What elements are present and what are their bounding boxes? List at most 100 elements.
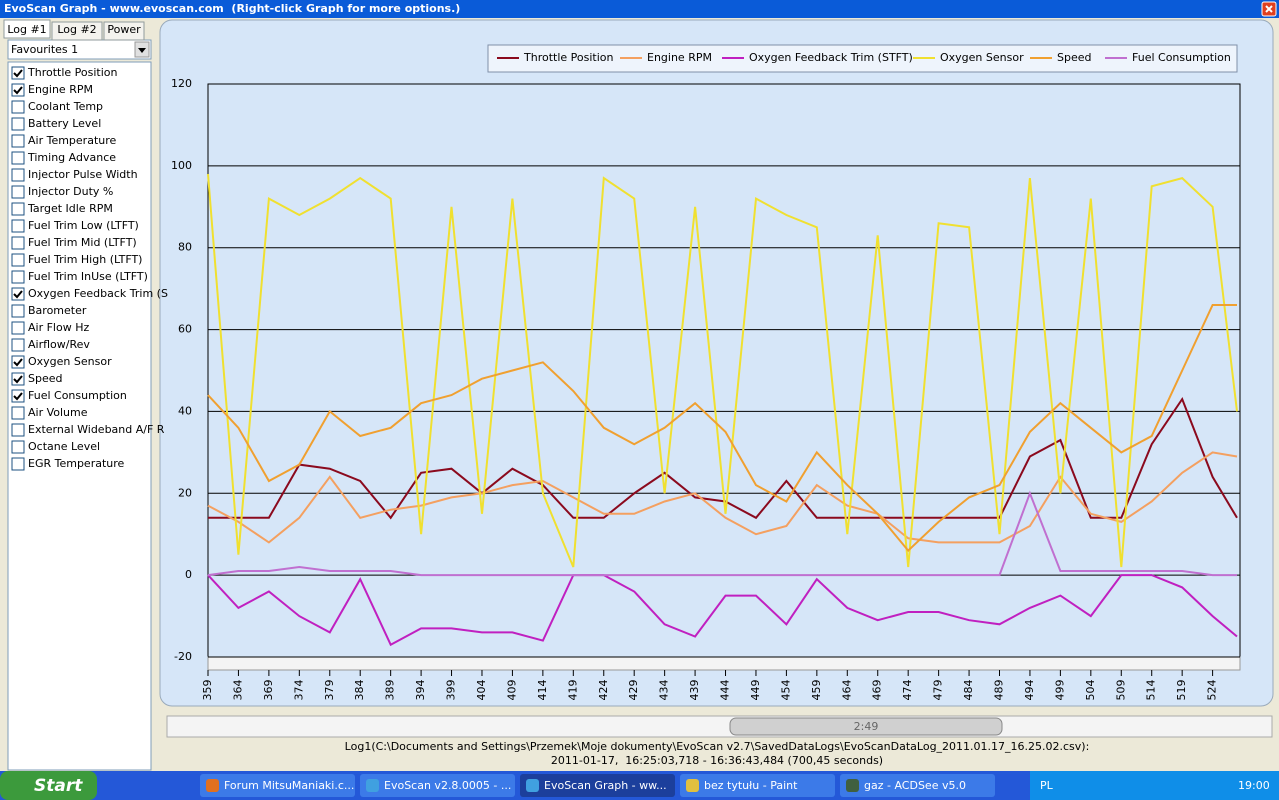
x-tick-label: 519 <box>1175 680 1188 701</box>
checkbox[interactable] <box>11 253 25 267</box>
parameter-label[interactable]: Battery Level <box>28 117 101 130</box>
y-tick-label: 20 <box>178 486 192 499</box>
x-tick-label: 474 <box>901 680 914 701</box>
taskbar-button[interactable] <box>840 774 995 797</box>
parameter-label[interactable]: Speed <box>28 372 62 385</box>
chart-scrollbar[interactable] <box>207 656 1241 671</box>
checkbox[interactable] <box>11 151 25 165</box>
y-tick-label: 0 <box>185 568 192 581</box>
parameter-label[interactable]: Target Idle RPM <box>27 202 113 215</box>
parameter-label[interactable]: Fuel Trim Mid (LTFT) <box>28 236 137 249</box>
check-mark <box>13 86 23 95</box>
checkbox[interactable] <box>11 117 25 131</box>
time-scroll-thumb[interactable] <box>729 717 1003 736</box>
tab[interactable] <box>103 21 145 41</box>
checkbox[interactable] <box>11 202 25 216</box>
checkbox[interactable] <box>11 321 25 335</box>
parameter-label[interactable]: Octane Level <box>28 440 100 453</box>
tab-label: Power <box>107 23 141 36</box>
taskbar-button[interactable] <box>520 774 675 797</box>
checkbox[interactable] <box>11 457 25 471</box>
checkbox[interactable] <box>11 338 25 352</box>
checkbox[interactable] <box>11 66 25 80</box>
parameter-label[interactable]: Injector Pulse Width <box>28 168 138 181</box>
parameter-label[interactable]: Barometer <box>28 304 87 317</box>
taskbar-icon <box>206 779 219 792</box>
check-mark <box>13 375 23 384</box>
x-tick-label: 444 <box>719 680 732 701</box>
tab[interactable] <box>51 21 103 41</box>
checkbox[interactable] <box>11 219 25 233</box>
y-tick-label: 40 <box>178 404 192 417</box>
tab-label: Log #1 <box>7 23 46 36</box>
x-tick-label: 424 <box>597 680 610 701</box>
parameter-label[interactable]: Air Flow Hz <box>28 321 89 334</box>
parameter-label[interactable]: Timing Advance <box>27 151 116 164</box>
parameter-label[interactable]: Airflow/Rev <box>28 338 90 351</box>
close-icon <box>1265 5 1273 13</box>
checkbox[interactable] <box>11 423 25 437</box>
checkbox[interactable] <box>11 83 25 97</box>
dropdown-arrow <box>138 48 146 53</box>
checkbox[interactable] <box>11 168 25 182</box>
checkbox[interactable] <box>11 440 25 454</box>
parameter-label[interactable]: Injector Duty % <box>28 185 113 198</box>
series-line <box>207 490 1237 577</box>
parameter-label[interactable]: Air Volume <box>28 406 88 419</box>
taskbar-label: bez tytułu - Paint <box>704 779 798 792</box>
checkbox[interactable] <box>11 134 25 148</box>
tab[interactable] <box>3 19 51 39</box>
parameter-label[interactable]: Oxygen Feedback Trim (S <box>28 287 168 300</box>
parameter-label[interactable]: EGR Temperature <box>28 457 125 470</box>
taskbar-button[interactable] <box>680 774 835 797</box>
checkbox[interactable] <box>11 185 25 199</box>
legend-label: Fuel Consumption <box>1132 51 1231 64</box>
checkbox[interactable] <box>11 304 25 318</box>
checkbox[interactable] <box>11 389 25 403</box>
x-tick-label: 379 <box>323 680 336 701</box>
y-tick-label: 60 <box>178 323 192 336</box>
checkbox[interactable] <box>11 406 25 420</box>
taskbar-icon <box>686 779 699 792</box>
parameter-label[interactable]: Oxygen Sensor <box>28 355 112 368</box>
taskbar-label: EvoScan Graph - ww... <box>544 779 667 792</box>
check-mark <box>13 290 23 299</box>
x-tick-label: 419 <box>566 680 579 701</box>
parameter-label[interactable]: Fuel Trim Low (LTFT) <box>28 219 139 232</box>
x-tick-label: 389 <box>384 680 397 701</box>
x-tick-label: 384 <box>353 680 366 701</box>
legend-label: Throttle Position <box>523 51 614 64</box>
parameter-label[interactable]: Throttle Position <box>27 66 118 79</box>
parameter-label[interactable]: Fuel Trim High (LTFT) <box>28 253 142 266</box>
check-mark <box>13 392 23 401</box>
checkbox[interactable] <box>11 287 25 301</box>
parameter-label[interactable]: Coolant Temp <box>28 100 103 113</box>
series-line <box>207 173 1238 568</box>
x-tick-label: 524 <box>1206 680 1219 701</box>
taskbar-label: gaz - ACDSee v5.0 <box>864 779 966 792</box>
parameter-list <box>7 61 152 771</box>
x-tick-label: 364 <box>231 680 244 701</box>
checkbox[interactable] <box>11 355 25 369</box>
parameter-label[interactable]: External Wideband A/F R <box>28 423 165 436</box>
legend-label: Engine RPM <box>647 51 712 64</box>
series-line <box>207 304 1237 553</box>
checkbox[interactable] <box>11 372 25 386</box>
legend-label: Speed <box>1057 51 1091 64</box>
parameter-label[interactable]: Engine RPM <box>28 83 93 96</box>
y-tick-label: 120 <box>171 77 192 90</box>
taskbar-button[interactable] <box>360 774 515 797</box>
taskbar-button[interactable] <box>200 774 355 797</box>
start-button[interactable] <box>0 771 97 800</box>
x-tick-label: 369 <box>262 680 275 701</box>
checkbox[interactable] <box>11 100 25 114</box>
parameter-label[interactable]: Fuel Trim InUse (LTFT) <box>28 270 148 283</box>
plot-area <box>207 83 1241 658</box>
parameter-label[interactable]: Fuel Consumption <box>28 389 127 402</box>
checkbox[interactable] <box>11 236 25 250</box>
x-tick-label: 449 <box>749 680 762 701</box>
time-scroll-track[interactable] <box>166 715 1273 738</box>
checkbox[interactable] <box>11 270 25 284</box>
parameter-label[interactable]: Air Temperature <box>28 134 117 147</box>
